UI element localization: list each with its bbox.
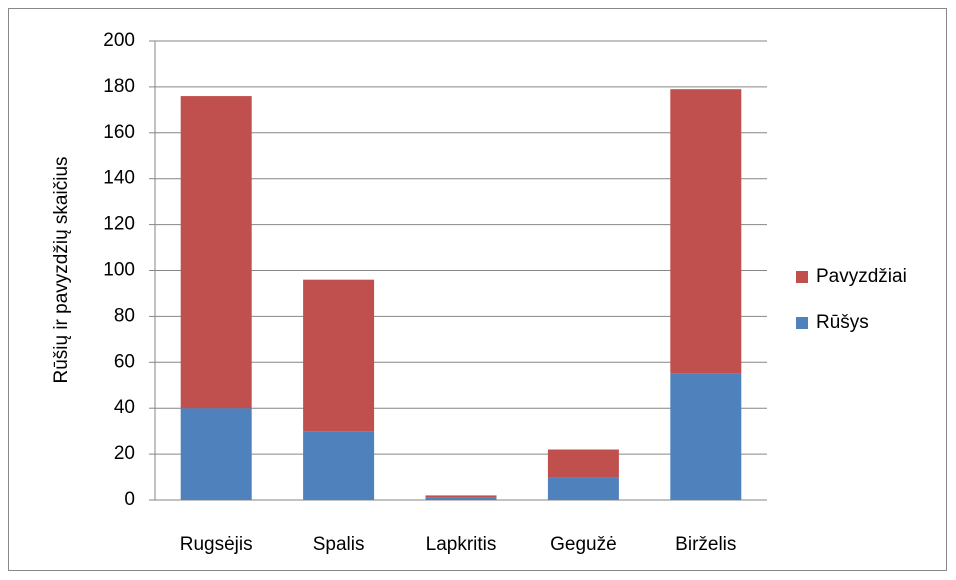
y-tick-label: 20 (114, 443, 135, 464)
bar-segment (180, 96, 252, 409)
bar-segment (547, 449, 619, 478)
chart-frame (8, 8, 947, 571)
bar-segment (303, 431, 375, 500)
x-tick-label: Spalis (313, 534, 365, 555)
y-tick-label: 200 (103, 30, 135, 51)
bar-segment (425, 497, 497, 500)
y-tick-label: 120 (103, 214, 135, 235)
x-tick-label: Birželis (675, 534, 736, 555)
legend-label: Rūšys (816, 312, 869, 333)
bar-segment (425, 495, 497, 498)
x-tick-label: Lapkritis (426, 534, 497, 555)
legend-swatch (796, 317, 808, 329)
legend-label: Pavyzdžiai (816, 266, 907, 287)
y-tick-label: 0 (124, 489, 135, 510)
y-tick-label: 40 (114, 397, 135, 418)
y-tick-label: 100 (103, 260, 135, 281)
y-tick-label: 180 (103, 76, 135, 97)
bar-segment (180, 408, 252, 500)
y-axis-label: Rūšių ir pavyzdžių skaičius (51, 156, 72, 383)
x-tick-label: Gegužė (550, 534, 617, 555)
y-tick-label: 60 (114, 351, 135, 372)
y-tick-label: 80 (114, 305, 135, 326)
bar-segment (303, 279, 375, 432)
bar-segment (670, 373, 742, 500)
bar-segment (547, 477, 619, 500)
y-tick-label: 160 (103, 122, 135, 143)
bar-segment (670, 89, 742, 374)
legend-swatch (796, 271, 808, 283)
x-tick-label: Rugsėjis (180, 534, 253, 555)
y-tick-label: 140 (103, 168, 135, 189)
